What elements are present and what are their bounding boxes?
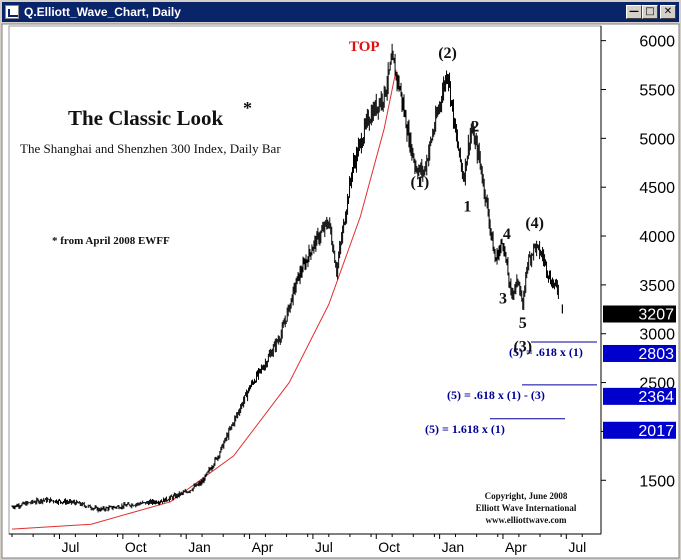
- x-tick-label: Jul: [568, 539, 586, 555]
- window-titlebar: Q.Elliott_Wave_Chart, Daily — □ ✕: [2, 2, 679, 22]
- price-box-label: 3207: [638, 307, 674, 324]
- wave-label: 1: [463, 199, 471, 216]
- y-tick-label: 3500: [639, 278, 675, 295]
- x-tick-label: Jan: [442, 539, 465, 555]
- price-box-label: 2803: [638, 346, 674, 363]
- y-tick-label: 5500: [639, 83, 675, 100]
- plot-area: [8, 25, 602, 535]
- wave-label: (2): [438, 45, 457, 62]
- price-box: [603, 344, 676, 362]
- chart-subtitle: The Shanghai and Shenzhen 300 Index, Dai…: [20, 141, 281, 156]
- minimize-icon[interactable]: —: [626, 5, 642, 19]
- x-tick-label: Oct: [125, 539, 147, 555]
- wave-label: (1): [410, 174, 429, 191]
- y-tick-label: 4000: [639, 229, 675, 246]
- growth-curve: [11, 69, 397, 530]
- x-tick-label: Jan: [188, 539, 211, 555]
- chart-title-mark: *: [243, 98, 252, 118]
- y-tick-label: 1500: [639, 473, 675, 490]
- y-tick-label: 5000: [639, 131, 675, 148]
- wave-label: 2: [471, 119, 479, 136]
- price-box-label: 2017: [638, 423, 674, 440]
- chart-app-icon: [5, 5, 19, 19]
- wave-label: 4: [503, 226, 511, 243]
- wave-label: 3: [499, 290, 507, 307]
- x-tick-label: Apr: [252, 539, 274, 555]
- x-tick-label: Jul: [62, 539, 80, 555]
- price-box: [603, 305, 676, 323]
- y-tick-label: 3000: [639, 327, 675, 344]
- y-tick-label: 4500: [639, 180, 675, 197]
- credit-line-2: Elliott Wave International: [476, 503, 577, 513]
- wave-label: (3): [513, 338, 532, 355]
- target-label: (5) = 1.618 x (1): [425, 422, 505, 436]
- x-tick-label: Jul: [315, 539, 333, 555]
- credit-line-3: www.elliottwave.com: [486, 515, 567, 525]
- chart-title: The Classic Look: [68, 106, 224, 130]
- target-label: (5) = .618 x (1): [509, 345, 583, 359]
- price-box: [603, 387, 676, 405]
- price-box-label: 2364: [638, 389, 674, 406]
- maximize-icon[interactable]: □: [642, 5, 658, 19]
- x-tick-label: Oct: [378, 539, 400, 555]
- wave-label: 5: [519, 315, 527, 332]
- top-label: TOP: [349, 39, 380, 55]
- price-box: [603, 421, 676, 439]
- window-title: Q.Elliott_Wave_Chart, Daily: [24, 5, 181, 19]
- y-tick-label: 6000: [639, 34, 675, 51]
- close-icon[interactable]: ✕: [660, 5, 676, 19]
- x-tick-label: Apr: [505, 539, 527, 555]
- credit-line-1: Copyright, June 2008: [485, 491, 568, 501]
- wave-label: (4): [525, 215, 544, 232]
- target-label: (5) = .618 x (1) - (3): [447, 388, 545, 402]
- chart-footnote: * from April 2008 EWFF: [52, 235, 170, 247]
